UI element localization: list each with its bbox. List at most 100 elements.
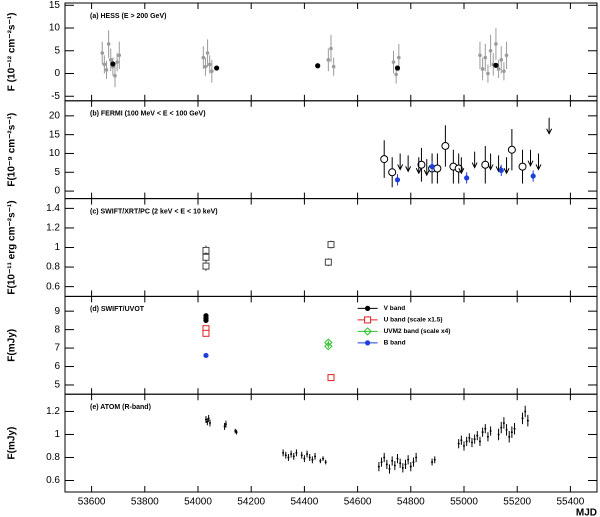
point [311,458,314,461]
panel-annotation: (e) ATOM (R-band) [90,404,151,411]
y-axis-label: F(10⁻⁹ cm⁻²s⁻¹) [7,113,18,187]
upper-limit-arrow [458,157,465,175]
point [203,352,209,359]
x-tick-label: 54400 [290,497,318,508]
y-tick-label: 5 [54,380,60,391]
panel-annotation: (b) FERMI (100 MeV < E < 100 GeV) [90,111,206,118]
y-tick-label: -5 [51,91,60,102]
point [394,65,401,71]
point [457,442,460,445]
point [505,428,508,431]
x-tick-label: 55200 [503,497,531,508]
point [210,69,214,74]
point [412,461,415,464]
point [100,51,105,55]
point [508,435,511,438]
panel-annotation: (d) SWIFT/UVOT [90,306,145,313]
point [388,168,397,177]
legend-marker [365,340,371,346]
point [460,439,463,442]
y-tick-label: 9 [54,306,60,317]
point [473,438,476,441]
y-tick-label: 1.4 [46,203,60,214]
point [394,72,398,77]
y-tick-label: 8 [54,324,60,335]
point [493,62,499,68]
point [108,58,113,62]
x-tick-label: 55000 [450,497,478,508]
upper-limit-arrow [527,149,534,167]
panel-annotation: (a) HESS (E > 200 GeV) [90,13,166,20]
point [292,455,295,458]
point [478,53,482,58]
point [202,253,210,261]
point [204,418,207,421]
point [314,455,317,458]
y-tick-label: 20 [49,110,61,121]
y-tick-label: 15 [49,0,61,11]
point [468,436,471,439]
point [476,434,479,437]
point [287,456,290,459]
point [483,55,488,60]
upper-limit-arrow [423,159,430,177]
panel-annotation: (c) SWIFT/XRT/PC (2 keV < E < 10 keV) [90,208,218,215]
point [489,430,492,433]
point [331,64,336,69]
point [513,427,516,430]
point [104,68,109,72]
point [407,458,410,461]
point [235,431,238,434]
point [324,258,332,266]
point [203,315,209,321]
upper-limit-arrow [487,153,494,171]
point [207,62,212,67]
y-tick-label: 1.2 [46,406,60,417]
point [433,164,442,173]
point [415,456,418,459]
y-tick-label: 6 [54,361,60,372]
point [224,423,227,426]
point [202,262,210,270]
y-tick-label: 0.6 [46,475,60,486]
point [380,155,389,164]
y-tick-label: 0.8 [46,262,60,273]
x-tick-label: 54000 [184,497,212,508]
point [117,53,122,58]
point [441,141,450,150]
point [396,457,399,460]
legend-label: V band [384,305,406,312]
x-tick-label: 53800 [131,497,159,508]
point [481,431,484,434]
legend-label: UVM2 band (scale x4) [384,328,451,335]
x-tick-label: 53600 [78,497,106,508]
point [486,71,490,76]
point [496,67,501,71]
point [526,419,529,422]
point [380,461,383,464]
point [409,465,412,468]
point [282,451,285,454]
point [518,162,527,171]
point [488,48,493,53]
point [504,53,509,58]
panel-frame [64,393,598,493]
point [110,61,116,67]
point [497,433,500,436]
y-tick-label: 10 [49,148,61,159]
x-tick-label: 55400 [556,497,584,508]
point [510,431,513,434]
y-tick-label: 0 [54,68,60,79]
y-tick-label: 1 [54,429,60,440]
y-tick-label: 0.6 [46,281,60,292]
upper-limit-arrow [405,155,412,173]
x-axis-label: MJD [576,508,597,517]
point [464,175,470,181]
point [465,440,468,443]
legend-marker [364,316,372,324]
y-axis-label: F(10⁻¹¹ erg cm⁻²s⁻¹) [7,200,18,294]
point [480,67,485,71]
upper-limit-arrow [546,117,553,135]
point [498,167,504,173]
point [478,440,481,443]
